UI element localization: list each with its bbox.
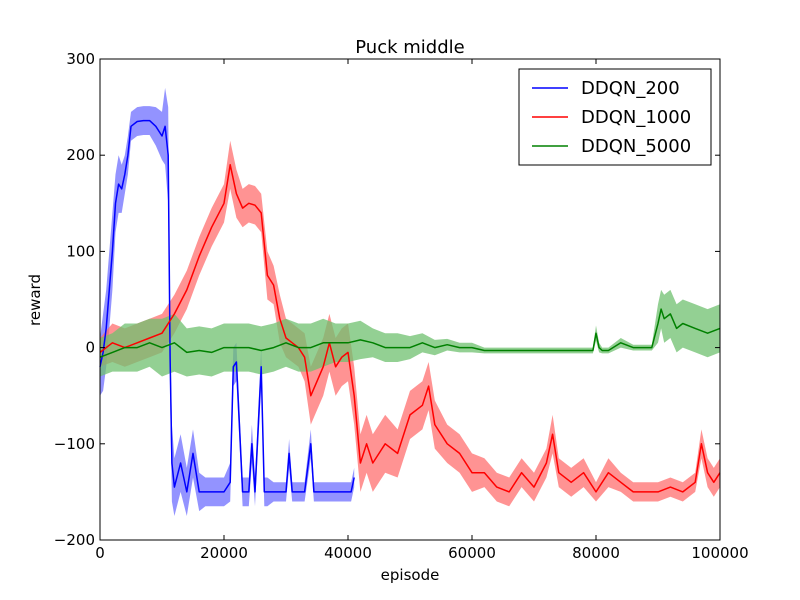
legend-label: DDQN_200 (581, 78, 680, 99)
y-tick-label: 300 (66, 50, 95, 68)
y-tick-label: −200 (54, 531, 95, 549)
x-tick-label: 20000 (200, 544, 248, 562)
series-band-ddqn-5000 (100, 289, 720, 377)
x-tick-label: 0 (95, 544, 105, 562)
series-line-ddqn-5000 (99, 308, 721, 358)
axes-frame (99, 58, 721, 541)
series-band-ddqn-1000 (100, 140, 720, 507)
y-tick-label: 200 (66, 146, 95, 164)
x-tick-label: 100000 (691, 544, 748, 562)
x-tick-label: 80000 (572, 544, 620, 562)
axis-ticks: 0 20000 40000 60000 80000 100000 −200 −100 0 100 2… (54, 50, 749, 562)
plot-area (99, 87, 721, 517)
y-axis-label: reward (26, 274, 44, 326)
series-line-ddqn-1000 (99, 164, 721, 493)
x-tick-label: 40000 (324, 544, 372, 562)
x-tick-label: 60000 (448, 544, 496, 562)
y-tick-label: 100 (66, 242, 95, 260)
x-axis-label: episode (381, 566, 440, 584)
y-tick-label: −100 (54, 435, 95, 453)
legend: DDQN_200 DDQN_1000 DDQN_5000 (518, 68, 712, 166)
chart-title: Puck middle (355, 37, 464, 58)
legend-label: DDQN_5000 (581, 136, 691, 157)
y-tick-label: 0 (85, 339, 95, 357)
series-line-ddqn-200 (99, 119, 355, 493)
legend-label: DDQN_1000 (581, 107, 691, 128)
